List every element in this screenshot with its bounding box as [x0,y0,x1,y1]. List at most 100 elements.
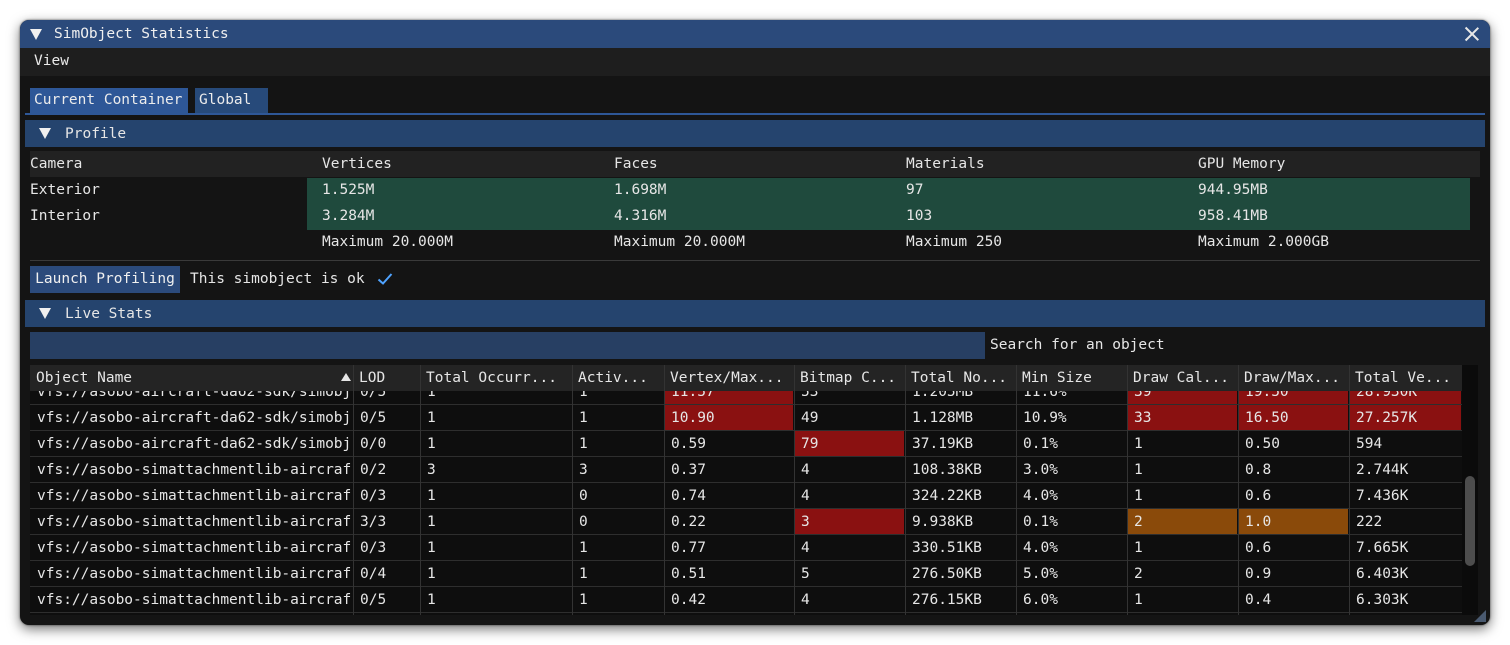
col-bitmap-count[interactable]: Bitmap C... [800,370,897,386]
checkmark-icon [377,273,393,285]
total-vertices-cell: 28.930K [1350,391,1461,404]
active-cell: 1 [579,566,588,582]
col-total-nodes[interactable]: Total No... [911,370,1008,386]
lod-cell: 0/5 [360,592,387,608]
draw-calls-cell: 1 [1134,540,1143,556]
profile-materials: 103 [906,208,933,224]
total-vertices-cell: 27.257K [1350,405,1461,430]
profile-faces: 4.316M [614,208,667,224]
table-row[interactable]: vfs://asobo-simattachmentlib-aircraft 0/2… [30,457,1462,483]
search-label: Search for an object [990,337,1165,353]
min-size-cell: 0.1% [1023,436,1058,452]
min-size-cell: 6.0% [1023,592,1058,608]
search-input[interactable] [30,332,985,359]
object-name-cell: vfs://asobo-simattachmentlib-aircraft [37,566,352,582]
lod-cell: 0/3 [360,488,387,504]
draw-max-cell: 0.50 [1245,436,1280,452]
table-row[interactable]: vfs://asobo-aircraft-da62-sdk/simobjects… [30,431,1462,457]
object-name-cell: vfs://asobo-simattachmentlib-aircraft [37,592,352,608]
bitmap-count-cell: 4 [801,540,810,556]
total-vertices-cell: 7.436K [1356,488,1409,504]
live-stats-section-header[interactable]: Live Stats [25,300,1485,327]
column-divider [572,365,573,615]
col-draw-calls[interactable]: Draw Cal... [1133,370,1230,386]
table-row[interactable]: vfs://asobo-simattachmentlib-aircraft 0/4… [30,561,1462,587]
draw-max-cell: 0.6 [1245,488,1272,504]
min-size-cell: 11.6% [1023,391,1067,400]
active-cell: 0 [579,514,588,530]
window-title-bar[interactable]: SimObject Statistics [20,20,1490,48]
total-vertices-cell: 222 [1356,514,1383,530]
bitmap-count-cell: 4 [801,488,810,504]
draw-calls-cell: 33 [1128,405,1237,430]
profile-camera: Interior [30,208,100,224]
draw-calls-cell: 1 [1134,462,1143,478]
draw-calls-cell: 1 [1134,436,1143,452]
lod-cell: 3/3 [360,514,387,530]
live-stats-header-label: Live Stats [65,305,153,322]
close-icon[interactable] [1462,24,1482,44]
table-header: Object Name LOD Total Occurr... Activ...… [30,365,1462,391]
column-divider [905,365,906,615]
tab-global[interactable]: Global [195,88,268,113]
table-row[interactable]: vfs://asobo-simattachmentlib-aircraft 0/5… [30,587,1462,613]
col-lod[interactable]: LOD [359,370,386,386]
total-nodes-cell: 276.50KB [912,566,982,582]
bitmap-count-cell: 3 [795,509,904,534]
status-text: This simobject is ok [190,271,365,287]
object-name-cell: vfs://asobo-aircraft-da62-sdk/simobjects [37,391,352,400]
profile-section-header[interactable]: Profile [25,120,1485,147]
vertex-max-cell: 11.57 [665,391,793,404]
col-total-vertices[interactable]: Total Ve... [1355,370,1452,386]
collapse-triangle-icon[interactable] [39,128,51,139]
column-divider [1238,365,1239,615]
total-nodes-cell: 1.128MB [912,410,974,426]
table-row[interactable]: vfs://asobo-aircraft-da62-sdk/simobjects… [30,405,1462,431]
total-occurrences-cell: 1 [427,592,436,608]
column-divider [1127,365,1128,615]
tab-current-container[interactable]: Current Container [30,88,188,113]
bitmap-count-cell: 4 [801,592,810,608]
active-cell: 1 [579,436,588,452]
total-nodes-cell: 1.205MB [912,391,974,400]
col-active[interactable]: Activ... [578,370,648,386]
table-row[interactable]: vfs://asobo-simattachmentlib-aircraft 0/3… [30,483,1462,509]
total-nodes-cell: 276.15KB [912,592,982,608]
bitmap-count-cell: 5 [801,566,810,582]
vertex-max-cell: 0.59 [671,436,706,452]
bitmap-count-cell: 53 [801,391,819,400]
profile-col-faces: Faces [614,156,658,172]
launch-profiling-button[interactable]: Launch Profiling [30,266,180,293]
collapse-triangle-icon[interactable] [39,308,51,319]
col-total-occurrences[interactable]: Total Occurr... [426,370,557,386]
scrollbar-thumb[interactable] [1465,476,1475,566]
collapse-triangle-icon[interactable] [30,28,42,40]
vertex-max-cell: 0.74 [671,488,706,504]
col-object-name[interactable]: Object Name [36,370,133,386]
profile-header-label: Profile [65,125,127,142]
active-cell: 1 [579,540,588,556]
profile-row-exterior: Exterior 1.525M 1.698M 97 944.95MB [30,177,1480,203]
window-title: SimObject Statistics [54,26,229,42]
table-row[interactable]: vfs://asobo-simattachmentlib-aircraft 3/3… [30,509,1462,535]
total-occurrences-cell: 1 [427,514,436,530]
vertex-max-cell: 0.22 [671,514,706,530]
min-size-cell: 5.0% [1023,566,1058,582]
tab-underline [25,113,1485,115]
min-size-cell: 4.0% [1023,488,1058,504]
table-row[interactable]: vfs://asobo-simattachmentlib-aircraft 0/3… [30,535,1462,561]
menu-view[interactable]: View [34,53,69,69]
total-nodes-cell: 37.19KB [912,436,974,452]
object-name-cell: vfs://asobo-simattachmentlib-aircraft [37,488,352,504]
min-size-cell: 4.0% [1023,540,1058,556]
vertex-max-cell: 0.77 [671,540,706,556]
object-name-cell: vfs://asobo-aircraft-da62-sdk/simobjects [37,410,352,426]
resize-grip[interactable] [1474,610,1486,622]
col-vertex-max[interactable]: Vertex/Max... [670,370,784,386]
table-row[interactable]: vfs://asobo-aircraft-da62-sdk/simobjects… [30,391,1462,405]
col-min-size[interactable]: Min Size [1022,370,1092,386]
lod-cell: 0/2 [360,462,387,478]
max-materials: Maximum 250 [906,234,1003,250]
min-size-cell: 10.9% [1023,410,1067,426]
col-draw-max[interactable]: Draw/Max... [1244,370,1341,386]
